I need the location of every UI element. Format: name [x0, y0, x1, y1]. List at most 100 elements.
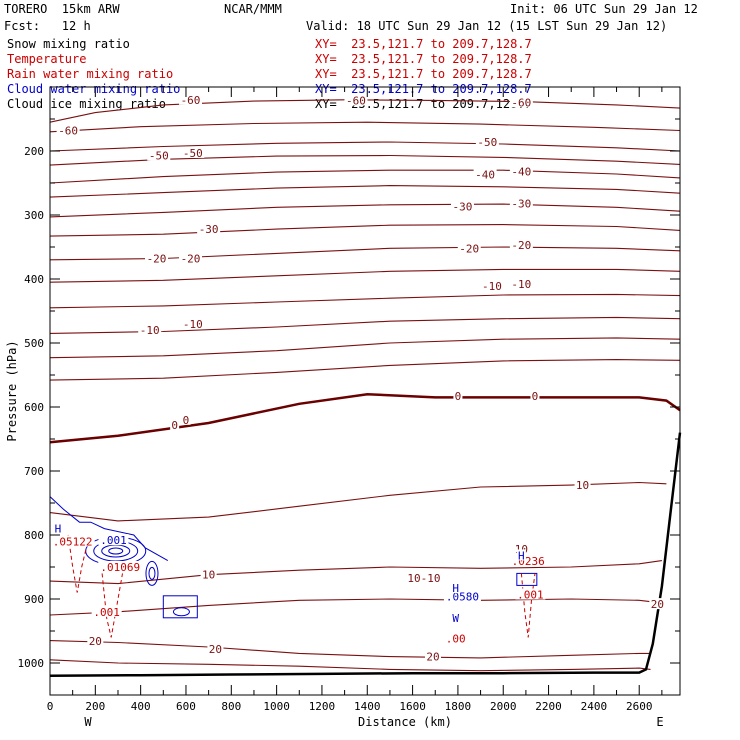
- x-tick-label: 1800: [445, 700, 472, 713]
- contour-label: -30: [453, 201, 473, 214]
- y-tick-label: 500: [24, 337, 44, 350]
- contour-label: 20: [89, 635, 102, 648]
- contour-label-bg: [457, 242, 481, 254]
- contour-label: -50: [477, 136, 497, 149]
- isotherm--30: [49, 224, 681, 237]
- isotherm--50: [49, 154, 681, 166]
- contour-label-bg: [444, 632, 468, 644]
- isotherm-0: [49, 392, 681, 444]
- contour-label: -10: [183, 318, 203, 331]
- cloud-water-contour: [162, 595, 198, 619]
- plot-frame: [49, 86, 681, 696]
- x-tick-label: 2200: [535, 700, 562, 713]
- legend-temperature-xy: XY= 23.5,121.7 to 209.7,128.7: [315, 52, 532, 66]
- contour-label-bg: [181, 413, 191, 425]
- x-tick-label: 800: [221, 700, 241, 713]
- contour-label: -60: [346, 94, 366, 107]
- contour-label: .00: [446, 633, 466, 646]
- legend-cloud-ice-label: Cloud ice mixing ratio: [7, 97, 166, 111]
- rain-contour: [101, 573, 123, 638]
- contour-label: -60: [511, 96, 531, 109]
- contour-label: 10-10: [407, 572, 440, 585]
- contour-label-bg: [138, 324, 162, 336]
- contour-label-bg: [98, 534, 129, 546]
- isotherm-20: [49, 659, 651, 672]
- legend-snow-label: Snow mixing ratio: [7, 37, 130, 51]
- legend-cloud-water-label: Cloud water mixing ratio: [7, 82, 181, 96]
- isotherm--20: [49, 246, 681, 261]
- isotherm--40: [49, 169, 681, 184]
- contour-label-bg: [98, 561, 143, 572]
- contour-label: 20: [426, 651, 439, 664]
- y-tick-label: 400: [24, 273, 44, 286]
- contour-label-bg: [181, 146, 205, 158]
- isotherm-10: [49, 598, 656, 616]
- contour-label-bg: [451, 582, 461, 594]
- contour-label: .001: [517, 589, 544, 602]
- isotherm-10: [49, 560, 662, 585]
- x-axis-label: Distance (km): [358, 715, 452, 729]
- contour-label: -10: [140, 324, 160, 337]
- legend-rain-label: Rain water mixing ratio: [7, 67, 174, 81]
- contour-label: .001: [93, 606, 120, 619]
- contour-label-bg: [147, 149, 171, 161]
- contour-label-bg: [509, 278, 533, 290]
- contour-label: W: [452, 612, 459, 625]
- y-tick-label: 200: [24, 145, 44, 158]
- contour-label: H: [452, 582, 459, 595]
- contour-label: -20: [147, 253, 167, 266]
- contour-label: 0: [183, 414, 190, 427]
- endpoint-west: W: [84, 715, 92, 729]
- contour-label: .0580: [446, 590, 479, 603]
- isotherm-10: [49, 481, 667, 522]
- contour-label-bg: [344, 94, 368, 106]
- contour-label: -20: [181, 253, 201, 266]
- cloud-water-contour: [172, 607, 190, 617]
- legend-temperature-label: Temperature: [7, 52, 87, 66]
- cloud-water-contour: [516, 572, 538, 586]
- contour-label-bg: [473, 168, 497, 180]
- contour-label: -30: [511, 197, 531, 210]
- x-tick-label: 1600: [399, 700, 426, 713]
- fcst-label: Fcst: 12 h: [4, 19, 91, 33]
- contour-label: 0: [532, 390, 539, 403]
- legend-snow-xy: XY= 23.5,121.7 to 209.7,128.7: [315, 37, 532, 51]
- contour-label-bg: [453, 390, 463, 402]
- isotherm--10: [49, 359, 681, 381]
- legend-cloud-water-xy: XY= 23.5,121.7 to 209.7,128.7: [315, 82, 532, 96]
- contour-label-bg: [509, 555, 547, 567]
- contour-label: .001: [100, 534, 127, 547]
- contour-label: -40: [475, 169, 495, 182]
- isotherm--30: [49, 203, 681, 218]
- y-tick-label: 1000: [18, 657, 45, 670]
- y-tick-label: 600: [24, 401, 44, 414]
- cloud-water-contour: [145, 560, 159, 586]
- contour-label: .0236: [512, 555, 545, 568]
- cloud-water-contour: [49, 496, 169, 562]
- y-axis-label: Pressure (hPa): [5, 340, 19, 441]
- contour-label-bg: [56, 124, 80, 136]
- contour-label-bg: [87, 635, 104, 647]
- x-tick-label: 2600: [626, 700, 653, 713]
- y-tick-label: 700: [24, 465, 44, 478]
- contour-label: 0: [171, 419, 178, 432]
- cloud-water-contour: [108, 547, 124, 555]
- x-tick-label: 600: [176, 700, 196, 713]
- x-tick-label: 200: [85, 700, 105, 713]
- valid-label: Valid: 18 UTC Sun 29 Jan 12 (15 LST Sun …: [306, 19, 668, 33]
- contour-label: .05122: [53, 535, 93, 548]
- contour-label-bg: [513, 543, 530, 555]
- contour-label-bg: [516, 549, 526, 561]
- contour-label: 10: [576, 479, 589, 492]
- contour-label-bg: [509, 165, 533, 177]
- contour-label-bg: [649, 598, 666, 610]
- temperature-isotherms: [49, 99, 681, 672]
- contour-label-bg: [443, 590, 481, 602]
- axes: 0 200 400 600 800 1000 1200 1400 1600 1800 2000 220…: [5, 86, 681, 729]
- terrain-line: [49, 432, 682, 678]
- org-label: NCAR/MMM: [224, 2, 282, 16]
- isotherm-20: [49, 640, 651, 659]
- contour-label-bg: [405, 571, 443, 583]
- y-tick-label: 300: [24, 209, 44, 222]
